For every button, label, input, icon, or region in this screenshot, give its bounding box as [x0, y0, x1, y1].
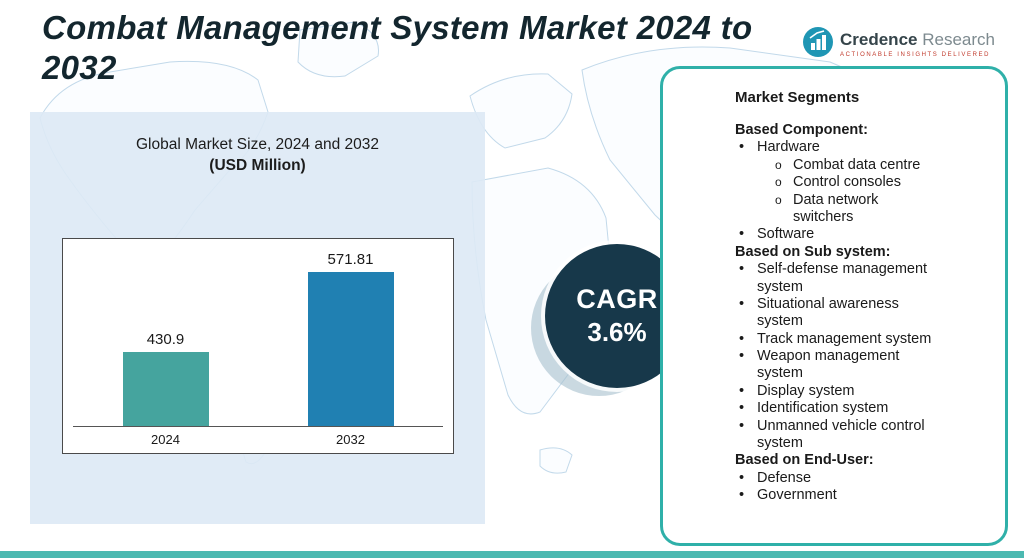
x-tick-label: 2032: [336, 432, 365, 447]
segment-item: Unmanned vehicle control system: [735, 418, 932, 453]
bottom-accent-bar: [0, 551, 1024, 558]
chart-subtitle: (USD Million): [209, 157, 306, 174]
segment-item: Weapon management system: [735, 348, 932, 383]
segment-item: Self-defense management system: [735, 261, 932, 296]
segment-item: HardwareCombat data centreControl consol…: [735, 139, 932, 226]
segment-item-label: Software: [757, 226, 815, 243]
segment-section-heading: Based Component:: [735, 122, 868, 138]
bar-2024: [122, 352, 209, 426]
segment-item-label: Government: [757, 487, 837, 504]
bar-chart: 430.9 571.81 2024 2032: [62, 238, 454, 454]
segment-item: Defense: [735, 469, 932, 488]
brand-logo: Credence Research Actionable Insights De…: [802, 26, 995, 58]
logo-text: Credence Research Actionable Insights De…: [840, 26, 995, 58]
cagr-value: 3.6%: [587, 317, 647, 347]
segment-item: Situational awareness system: [735, 296, 932, 331]
segment-sub-item: Control consoles: [773, 174, 932, 191]
market-size-panel: Global Market Size, 2024 and 2032 (USD M…: [30, 112, 485, 524]
segment-item-label: Identification system: [757, 400, 889, 417]
logo-name-primary: Credence: [840, 30, 918, 49]
segment-item-label: Display system: [757, 382, 855, 399]
segment-item-label: Unmanned vehicle control system: [757, 417, 925, 452]
segment-list: HardwareCombat data centreControl consol…: [735, 139, 993, 244]
segment-item: Track management system: [735, 330, 932, 349]
cagr-label: CAGR: [576, 284, 658, 314]
segment-section-heading: Based on End-User:: [735, 452, 874, 469]
bar-value-label: 430.9: [146, 331, 185, 348]
segment-list: Self-defense management systemSituationa…: [735, 261, 993, 452]
segment-item-label: Defense: [757, 469, 812, 486]
bar-2032: [307, 272, 394, 426]
segment-item-label: Hardware: [757, 139, 820, 156]
bar-value-label: 571.81: [327, 251, 374, 268]
segment-item: Software: [735, 226, 932, 244]
logo-name: Credence Research: [840, 26, 995, 50]
segment-list: DefenseGovernment: [735, 470, 993, 505]
segment-sub-list: Combat data centreControl consolesData n…: [773, 157, 932, 227]
segment-sub-item: Combat data centre: [773, 157, 932, 174]
segment-item: Government: [735, 487, 932, 505]
market-segments-panel: Market Segments Based Component:Hardware…: [660, 66, 1008, 546]
logo-name-secondary: Research: [922, 30, 995, 49]
segment-item-label: Self-defense management system: [757, 261, 928, 295]
bar-plot: 430.9 571.81: [73, 245, 443, 427]
segment-item-label: Track management system: [757, 330, 932, 347]
bar-group: 571.81: [276, 251, 426, 426]
bar-group: 430.9: [91, 331, 241, 426]
segment-item-label: Situational awareness system: [757, 295, 899, 330]
segment-item: Display system: [735, 382, 932, 401]
credence-logo-icon: [803, 27, 833, 57]
logo-tagline: Actionable Insights Delivered: [840, 52, 991, 58]
chart-title: Global Market Size, 2024 and 2032: [136, 136, 379, 153]
segments-sections: Based Component:HardwareCombat data cent…: [735, 122, 993, 505]
x-tick-label: 2024: [151, 432, 180, 447]
page-title: Combat Management System Market 2024 to …: [42, 9, 753, 87]
segment-item: Identification system: [735, 400, 932, 418]
segment-section-heading: Based on Sub system:: [735, 243, 891, 260]
segment-sub-item: Data network switchers: [773, 192, 932, 227]
segments-title: Market Segments: [735, 89, 860, 106]
segment-item-label: Weapon management system: [757, 348, 900, 382]
x-axis-labels: 2024 2032: [73, 427, 443, 447]
